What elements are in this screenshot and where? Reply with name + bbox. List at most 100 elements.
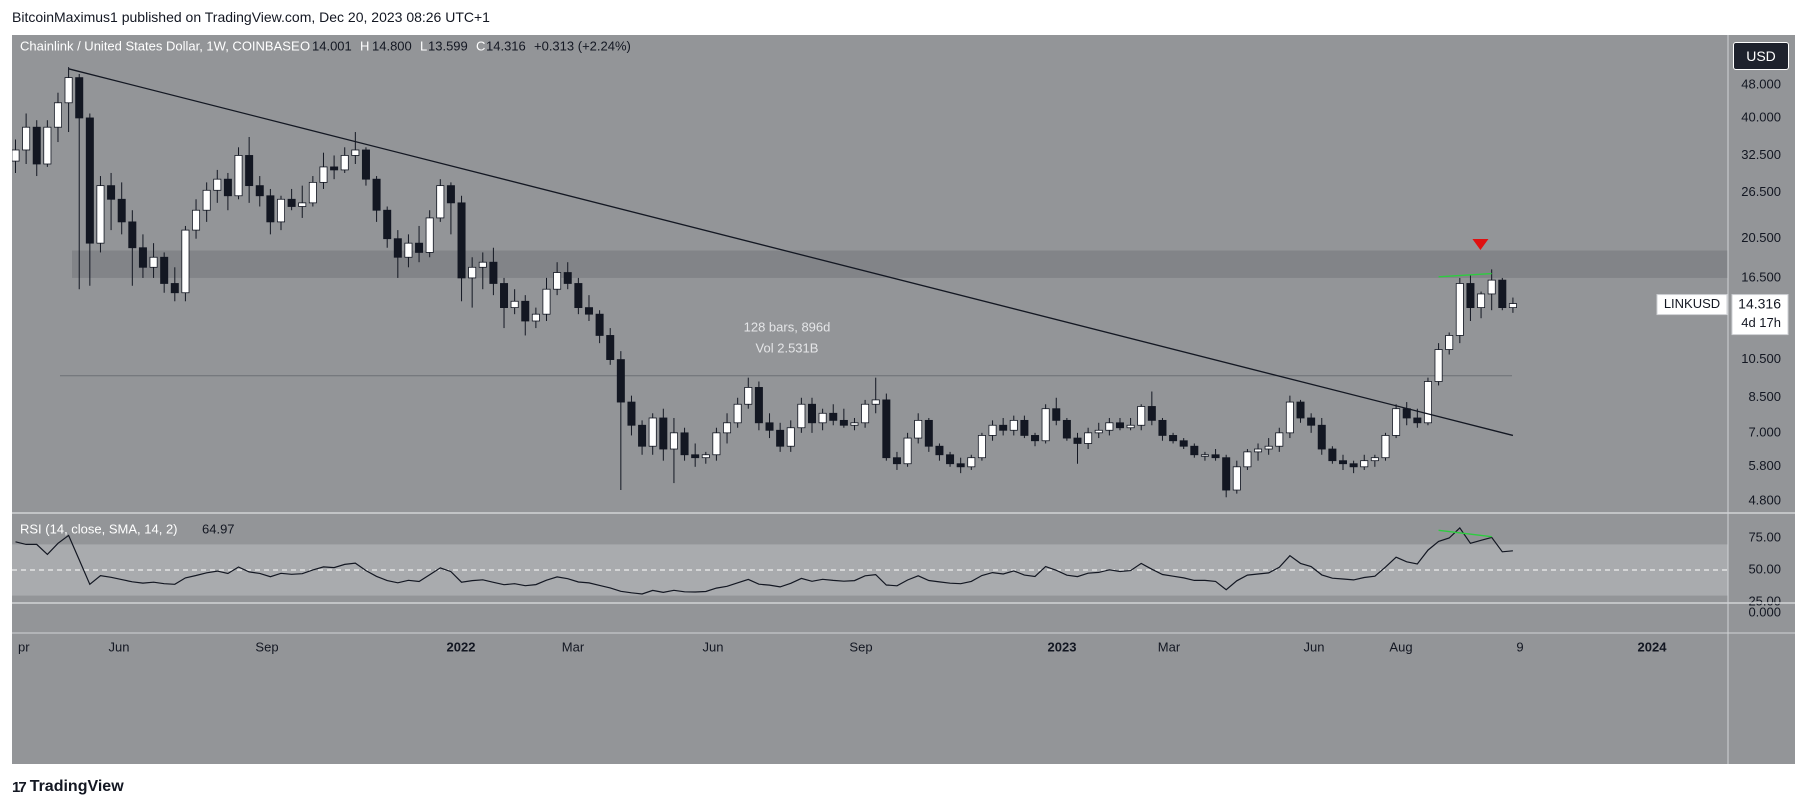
candle[interactable] xyxy=(1084,427,1093,450)
candle[interactable] xyxy=(924,417,933,452)
candle[interactable] xyxy=(1445,332,1454,355)
candle[interactable] xyxy=(1031,432,1040,447)
candle[interactable] xyxy=(1317,417,1326,455)
candle[interactable] xyxy=(1062,417,1071,441)
candle[interactable] xyxy=(276,195,285,231)
candle[interactable] xyxy=(616,351,625,491)
candle[interactable] xyxy=(1137,404,1146,431)
publisher-name[interactable]: BitcoinMaximus1 xyxy=(12,9,118,25)
candle[interactable] xyxy=(468,257,477,308)
candle[interactable] xyxy=(574,277,583,315)
candle[interactable] xyxy=(1200,451,1209,461)
candle[interactable] xyxy=(1105,417,1114,436)
candle[interactable] xyxy=(245,136,254,203)
candle[interactable] xyxy=(1381,432,1390,461)
candle[interactable] xyxy=(638,420,647,455)
candle[interactable] xyxy=(107,172,116,231)
candle[interactable] xyxy=(861,399,870,428)
candle[interactable] xyxy=(808,397,817,433)
candle[interactable] xyxy=(1264,438,1273,455)
candle[interactable] xyxy=(1126,417,1135,431)
candle[interactable] xyxy=(627,395,636,436)
candle[interactable] xyxy=(170,267,179,302)
candle[interactable] xyxy=(1243,449,1252,470)
candle[interactable] xyxy=(1115,417,1124,431)
candle[interactable] xyxy=(839,408,848,428)
candle[interactable] xyxy=(1222,454,1231,498)
candle[interactable] xyxy=(255,176,264,207)
candle[interactable] xyxy=(415,225,424,263)
candle[interactable] xyxy=(659,408,668,461)
candle[interactable] xyxy=(648,413,657,455)
candle[interactable] xyxy=(1254,443,1263,461)
candle[interactable] xyxy=(361,147,370,186)
rsi-line[interactable] xyxy=(15,526,1513,595)
candle[interactable] xyxy=(489,247,498,296)
candle[interactable] xyxy=(1052,397,1061,426)
candle[interactable] xyxy=(75,74,84,290)
candle[interactable] xyxy=(234,147,243,200)
candle[interactable] xyxy=(829,404,838,426)
candle[interactable] xyxy=(563,262,572,290)
candle[interactable] xyxy=(1073,432,1082,464)
candle[interactable] xyxy=(786,420,795,452)
candle[interactable] xyxy=(1413,408,1422,428)
candle[interactable] xyxy=(754,381,763,431)
candle[interactable] xyxy=(372,176,381,222)
candle[interactable] xyxy=(1360,454,1369,470)
candle[interactable] xyxy=(446,182,455,235)
candle[interactable] xyxy=(776,422,785,452)
candle[interactable] xyxy=(988,420,997,441)
candle[interactable] xyxy=(1455,277,1464,344)
candle[interactable] xyxy=(669,417,678,484)
candle[interactable] xyxy=(584,295,593,321)
candle[interactable] xyxy=(1169,432,1178,444)
candle[interactable] xyxy=(64,67,73,133)
candle[interactable] xyxy=(744,377,753,409)
candle[interactable] xyxy=(871,377,880,414)
candle[interactable] xyxy=(457,195,466,302)
candle[interactable] xyxy=(797,397,806,433)
candle[interactable] xyxy=(181,225,190,302)
candle[interactable] xyxy=(213,169,222,203)
candle[interactable] xyxy=(53,92,62,143)
currency-button[interactable]: USD xyxy=(1733,42,1789,70)
candle[interactable] xyxy=(1349,460,1358,474)
candle[interactable] xyxy=(1487,269,1496,311)
candle[interactable] xyxy=(43,120,52,167)
candle[interactable] xyxy=(531,307,540,329)
candle[interactable] xyxy=(1094,422,1103,439)
candle[interactable] xyxy=(553,262,562,296)
candle[interactable] xyxy=(1190,443,1199,458)
candle[interactable] xyxy=(999,417,1008,436)
candle[interactable] xyxy=(1211,449,1220,461)
candle[interactable] xyxy=(691,443,700,467)
candle[interactable] xyxy=(1508,297,1517,313)
candle[interactable] xyxy=(1339,454,1348,470)
candle[interactable] xyxy=(393,230,402,278)
candle[interactable] xyxy=(266,188,275,235)
candle[interactable] xyxy=(383,206,392,248)
candle[interactable] xyxy=(680,427,689,461)
candle[interactable] xyxy=(1296,399,1305,423)
candle[interactable] xyxy=(138,234,147,278)
candle[interactable] xyxy=(1179,438,1188,450)
candle[interactable] xyxy=(478,252,487,290)
candle[interactable] xyxy=(287,188,296,211)
candle[interactable] xyxy=(1009,415,1018,436)
candle[interactable] xyxy=(1477,291,1486,319)
candle[interactable] xyxy=(712,427,721,461)
candle[interactable] xyxy=(1041,404,1050,444)
candle[interactable] xyxy=(85,113,94,286)
candle[interactable] xyxy=(308,176,317,207)
candle[interactable] xyxy=(340,147,349,173)
candle[interactable] xyxy=(850,417,859,431)
candle[interactable] xyxy=(892,451,901,470)
chart-canvas[interactable]: 128 bars, 896d Vol 2.531B Chainlink / Unit… xyxy=(12,35,1795,764)
candle[interactable] xyxy=(404,234,413,268)
candle[interactable] xyxy=(946,451,955,467)
candle[interactable] xyxy=(914,413,923,444)
candle[interactable] xyxy=(1434,343,1443,386)
tradingview-logo[interactable]: 17 TradingView xyxy=(12,778,124,796)
candle[interactable] xyxy=(967,454,976,470)
